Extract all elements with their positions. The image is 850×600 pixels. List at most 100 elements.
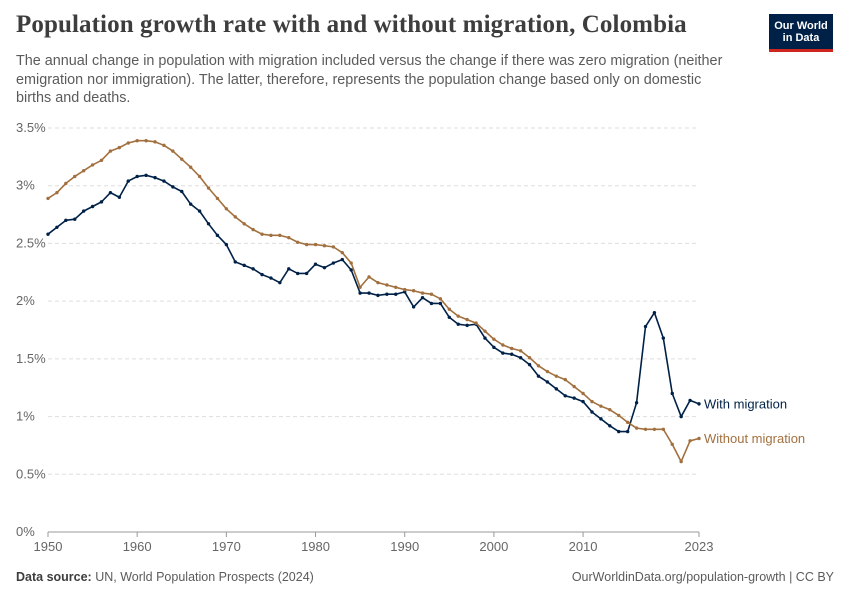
data-point [625,429,630,434]
data-point [501,351,505,355]
axes: 0% 0.5% 1% 1.5% 2% 2.5% 3% 3.5% 1950 1960 1970 1980… [16,120,713,554]
data-point [269,276,273,280]
data-point [536,364,541,368]
x-tick-label: 1980 [301,539,330,554]
data-point [465,317,469,322]
x-tick-label: 1960 [123,539,152,554]
logo-line-1: Our World [774,20,828,32]
data-point [117,145,122,150]
y-tick-label: 0% [16,524,35,539]
data-point [367,291,371,295]
source-link[interactable]: OurWorldinData.org/population-growth | C… [571,570,834,584]
data-point [304,271,309,276]
data-point [73,174,77,179]
data-point [322,265,327,270]
data-point [554,387,559,391]
data-point [64,218,68,223]
data-point [251,227,255,232]
y-tick-label: 1% [16,409,35,424]
data-point [224,207,229,211]
data-point [144,138,148,143]
y-tick-label: 3% [16,178,35,193]
data-point [224,242,229,247]
data-point [572,396,576,400]
data-point [206,222,211,226]
data-point [670,442,674,446]
data-point [590,410,594,414]
data-point [385,283,389,287]
data-point [90,163,95,167]
y-tick-label: 2% [16,293,35,308]
data-point [456,314,460,318]
data-point [99,200,104,204]
data-source: Data source: UN, World Population Prospe… [16,570,314,584]
data-point [492,337,496,341]
x-tick-label: 1970 [212,539,241,554]
data-point [260,232,264,236]
data-point [331,245,336,249]
data-point [242,222,246,226]
data-point [661,336,666,340]
data-point [492,345,496,350]
data-point [126,141,130,145]
owid-logo[interactable]: Our World in Data [769,14,833,52]
data-point [197,209,202,213]
data-point [233,215,237,219]
data-point [206,186,211,190]
data-point [510,346,514,351]
data-point [260,272,264,277]
data-point [670,391,674,396]
data-point [420,295,425,300]
data-point [456,322,460,326]
legend-label: Without migration [704,431,805,446]
data-point [349,261,353,265]
data-point [501,343,505,347]
y-tick-label: 2.5% [16,235,46,250]
data-point [527,362,532,367]
data-point [287,267,291,271]
data-point [135,174,139,179]
data-point [625,420,630,425]
data-point [251,267,255,271]
data-point [617,413,621,418]
data-point [349,268,353,272]
data-point [376,293,380,298]
y-tick-label: 0.5% [16,466,46,481]
data-point [652,310,657,315]
data-point [697,402,701,406]
data-point [420,291,425,295]
data-point [188,165,193,169]
data-point [394,292,398,296]
data-point [661,427,666,431]
data-point [322,244,327,248]
data-point [90,204,95,209]
data-point [688,439,692,443]
data-point [385,292,389,296]
data-point [242,263,246,268]
data-point [429,292,434,296]
data-point [331,261,336,265]
x-tick-label: 1950 [34,539,63,554]
data-point [188,202,193,206]
data-point [367,275,371,279]
data-point [474,321,478,325]
data-point [545,369,550,374]
data-point [108,149,113,153]
data-point [438,301,443,306]
legend-label: With migration [704,396,787,411]
data-point [99,158,104,163]
data-point [634,426,639,430]
data-point [447,307,452,311]
data-point [295,271,300,276]
data-point [153,175,157,180]
series-line [47,174,700,433]
data-point [358,285,362,289]
data-point [563,394,567,398]
data-point [287,235,291,240]
data-point [679,414,683,419]
data-point [313,262,318,266]
gridlines [48,127,699,475]
data-point [180,157,184,161]
series-1 [46,173,701,434]
